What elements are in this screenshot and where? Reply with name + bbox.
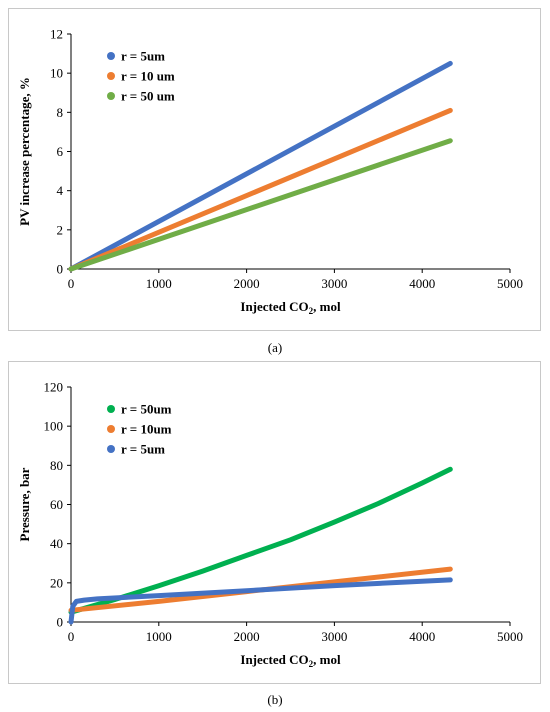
legend-label-1: r = 5um (121, 49, 165, 64)
series-line-1 (68, 466, 453, 615)
legend-label-2: r = 10 um (121, 69, 175, 84)
x-axis-label-subscript: 2 (309, 659, 314, 669)
x-axis-label-tail: , mol (313, 299, 341, 314)
y-tick-label: 4 (57, 183, 64, 198)
y-tick-label: 20 (50, 575, 63, 590)
y-tick-label: 0 (57, 615, 64, 630)
legend-marker-1 (107, 405, 115, 413)
y-tick-label: 6 (57, 144, 64, 159)
series-line-1 (68, 60, 453, 272)
legend-marker-3 (107, 445, 115, 453)
series-line-3 (68, 577, 453, 625)
y-tick-label: 0 (57, 262, 64, 277)
legend-marker-2 (107, 425, 115, 433)
x-tick-label: 1000 (146, 629, 172, 644)
x-axis-label: Injected CO2, mol (240, 299, 341, 316)
y-tick-label: 40 (50, 536, 63, 551)
legend-marker-1 (107, 52, 115, 60)
y-tick-label: 10 (50, 66, 63, 81)
legend-label-3: r = 50 um (121, 89, 175, 104)
x-axis-label-main: Injected CO (240, 299, 308, 314)
x-tick-label: 0 (68, 629, 75, 644)
chart-b-svg: 0 20 40 60 80 100 120 0 1000 2000 3000 4000 5000 r = … (17, 380, 523, 670)
x-tick-label: 5000 (497, 276, 523, 291)
y-axis-label: PV increase percentage, % (17, 77, 32, 226)
y-axis-label: Pressure, bar (17, 467, 32, 541)
legend-label-3: r = 5um (121, 442, 165, 457)
series-line-2 (68, 107, 453, 272)
x-tick-label: 4000 (409, 276, 435, 291)
y-tick-label: 100 (44, 419, 64, 434)
y-tick-label: 60 (50, 497, 63, 512)
x-tick-label: 0 (68, 276, 75, 291)
legend-marker-2 (107, 72, 115, 80)
y-tick-label: 8 (57, 105, 64, 120)
x-tick-label: 2000 (234, 276, 260, 291)
y-tick-label: 2 (57, 222, 64, 237)
y-tick-label: 80 (50, 458, 63, 473)
x-tick-label: 4000 (409, 629, 435, 644)
caption-b: (b) (267, 692, 283, 707)
legend-label-1: r = 50um (121, 402, 172, 417)
chart-panel-b: 0 20 40 60 80 100 120 0 1000 2000 3000 4000 5000 r = … (8, 361, 541, 684)
legend-label-2: r = 10um (121, 422, 172, 437)
caption-a: (a) (267, 340, 283, 355)
chart-a-svg: 0 2 4 6 8 10 12 0 1000 2000 3000 4000 5000 r = 5um r =… (17, 27, 523, 317)
x-tick-label: 3000 (321, 629, 347, 644)
series-line-3 (68, 138, 453, 272)
x-axis-label-subscript: 2 (309, 306, 314, 316)
x-tick-label: 1000 (146, 276, 172, 291)
x-tick-label: 2000 (234, 629, 260, 644)
y-tick-label: 120 (44, 380, 64, 395)
x-axis-label: Injected CO2, mol (240, 652, 341, 669)
x-axis-label-main: Injected CO (240, 652, 308, 667)
x-tick-label: 5000 (497, 629, 523, 644)
y-tick-label: 12 (50, 27, 63, 42)
chart-panel-a: 0 2 4 6 8 10 12 0 1000 2000 3000 4000 5000 r = 5um r =… (8, 8, 541, 331)
x-tick-label: 3000 (321, 276, 347, 291)
legend-marker-3 (107, 92, 115, 100)
x-axis-label-tail: , mol (313, 652, 341, 667)
